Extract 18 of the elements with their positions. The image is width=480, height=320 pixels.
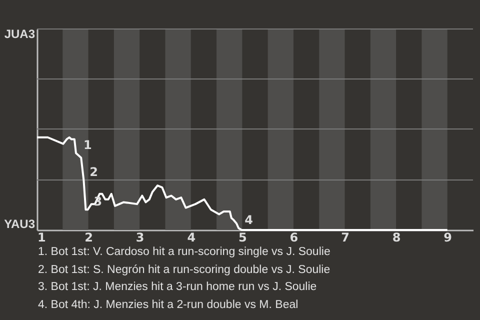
x-tick-label: 7 bbox=[341, 230, 350, 244]
annotation: 2 bbox=[90, 164, 98, 179]
annotation: 4 bbox=[244, 213, 253, 228]
x-tick-label: 4 bbox=[187, 230, 196, 244]
text: 2. Bot 1st: S. Negrón hit a run-scoring double vs J. Soulie bbox=[38, 262, 330, 278]
x-tick-label: 6 bbox=[290, 230, 298, 244]
x-tick-label: 1 bbox=[38, 230, 46, 244]
x-tick-label: 2 bbox=[84, 230, 93, 244]
text: 3. Bot 1st: J. Menzies hit a 3-run home run vs J. Soulie bbox=[38, 280, 318, 295]
x-tick-label: 9 bbox=[444, 230, 452, 244]
text: JUA3 bbox=[4, 27, 35, 41]
x-tick-label: 3 bbox=[136, 230, 144, 244]
text: YAU3 bbox=[4, 217, 35, 231]
text: 4. Bot 4th: J. Menzies hit a 2-run double vs M. Beal bbox=[38, 298, 300, 312]
annotation: 1 bbox=[84, 138, 92, 152]
x-tick-label: 8 bbox=[392, 230, 401, 244]
x-tick-label: 5 bbox=[238, 230, 247, 244]
text: 1. Bot 1st: V. Cardoso hit a run-scoring single vs J. Soulie bbox=[38, 245, 330, 260]
